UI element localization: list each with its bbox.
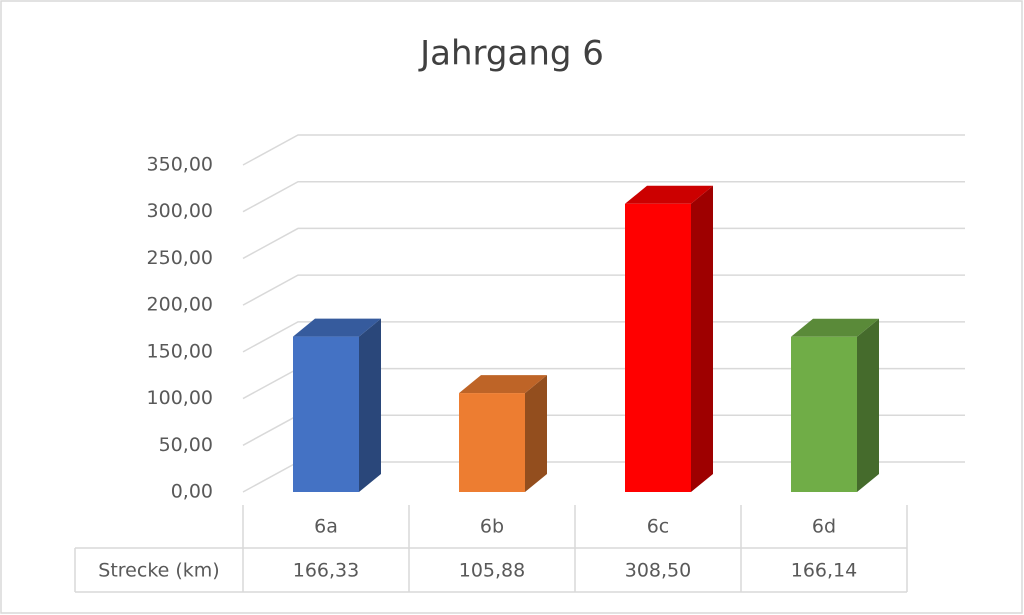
x-tick-label: 6d xyxy=(812,516,836,538)
bar xyxy=(791,336,857,492)
x-tick-label: 6c xyxy=(647,516,670,538)
bar-side xyxy=(359,318,381,492)
grid-line xyxy=(242,180,965,213)
y-tick-label: 200,00 xyxy=(147,294,213,316)
legend-label: Strecke (km) xyxy=(98,560,219,582)
bar-side xyxy=(525,375,547,492)
value-label: 105,88 xyxy=(459,560,525,582)
y-tick-label: 0,00 xyxy=(171,481,213,503)
bar xyxy=(459,393,525,492)
y-tick-label: 100,00 xyxy=(147,387,213,409)
y-tick-label: 50,00 xyxy=(159,434,213,456)
bar xyxy=(293,336,359,492)
grid-line xyxy=(242,274,965,306)
value-label: 308,50 xyxy=(625,560,691,582)
grid-line xyxy=(242,321,965,353)
value-label: 166,14 xyxy=(791,560,857,582)
y-tick-label: 300,00 xyxy=(147,200,213,222)
bar xyxy=(625,203,691,492)
bar-top xyxy=(459,375,547,394)
grid-line xyxy=(242,227,965,260)
bar-top xyxy=(791,318,879,337)
x-tick-label: 6a xyxy=(314,516,338,538)
bar-side xyxy=(691,185,713,492)
chart-title: Jahrgang 6 xyxy=(418,34,604,74)
value-label: 166,33 xyxy=(293,560,359,582)
y-tick-label: 350,00 xyxy=(147,154,213,176)
y-tick-label: 250,00 xyxy=(147,247,213,269)
grid-line xyxy=(242,134,965,166)
x-tick-label: 6b xyxy=(480,516,504,538)
bar-side xyxy=(857,318,879,492)
y-tick-label: 150,00 xyxy=(147,340,213,362)
bar-top xyxy=(625,185,713,204)
bar-top xyxy=(293,318,381,337)
